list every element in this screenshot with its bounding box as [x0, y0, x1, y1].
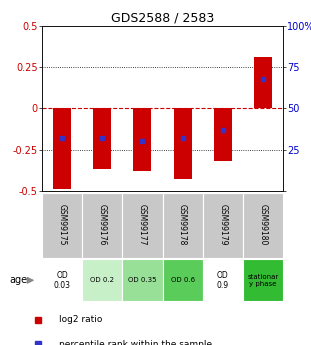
Bar	[203, 193, 243, 258]
Text: OD 0.35: OD 0.35	[128, 277, 157, 283]
Text: OD
0.03: OD 0.03	[53, 270, 71, 290]
Text: OD 0.2: OD 0.2	[90, 277, 114, 283]
Text: GSM99175: GSM99175	[58, 204, 67, 246]
Text: OD 0.6: OD 0.6	[170, 277, 195, 283]
Bar	[122, 259, 163, 301]
Bar	[214, 108, 232, 161]
Text: age: age	[10, 275, 28, 285]
Bar	[243, 193, 283, 258]
Bar	[42, 193, 82, 258]
Bar	[82, 259, 122, 301]
Bar	[42, 259, 82, 301]
Bar	[82, 193, 122, 258]
Text: log2 ratio: log2 ratio	[58, 315, 102, 324]
Text: GSM99176: GSM99176	[98, 204, 107, 246]
Text: GSM99180: GSM99180	[258, 204, 267, 246]
Bar	[243, 259, 283, 301]
Bar	[122, 193, 163, 258]
Bar	[163, 193, 203, 258]
Bar	[53, 108, 71, 189]
Bar	[203, 259, 243, 301]
Text: OD
0.9: OD 0.9	[217, 270, 229, 290]
Text: GSM99177: GSM99177	[138, 204, 147, 246]
Title: GDS2588 / 2583: GDS2588 / 2583	[111, 12, 214, 25]
Bar	[163, 259, 203, 301]
Text: GSM99178: GSM99178	[178, 204, 187, 246]
Bar	[174, 108, 192, 179]
Bar	[133, 108, 151, 171]
Text: stationar
y phase: stationar y phase	[247, 274, 279, 287]
Bar	[254, 57, 272, 108]
Text: percentile rank within the sample: percentile rank within the sample	[58, 340, 212, 345]
Text: GSM99179: GSM99179	[218, 204, 227, 246]
Bar	[93, 108, 111, 169]
